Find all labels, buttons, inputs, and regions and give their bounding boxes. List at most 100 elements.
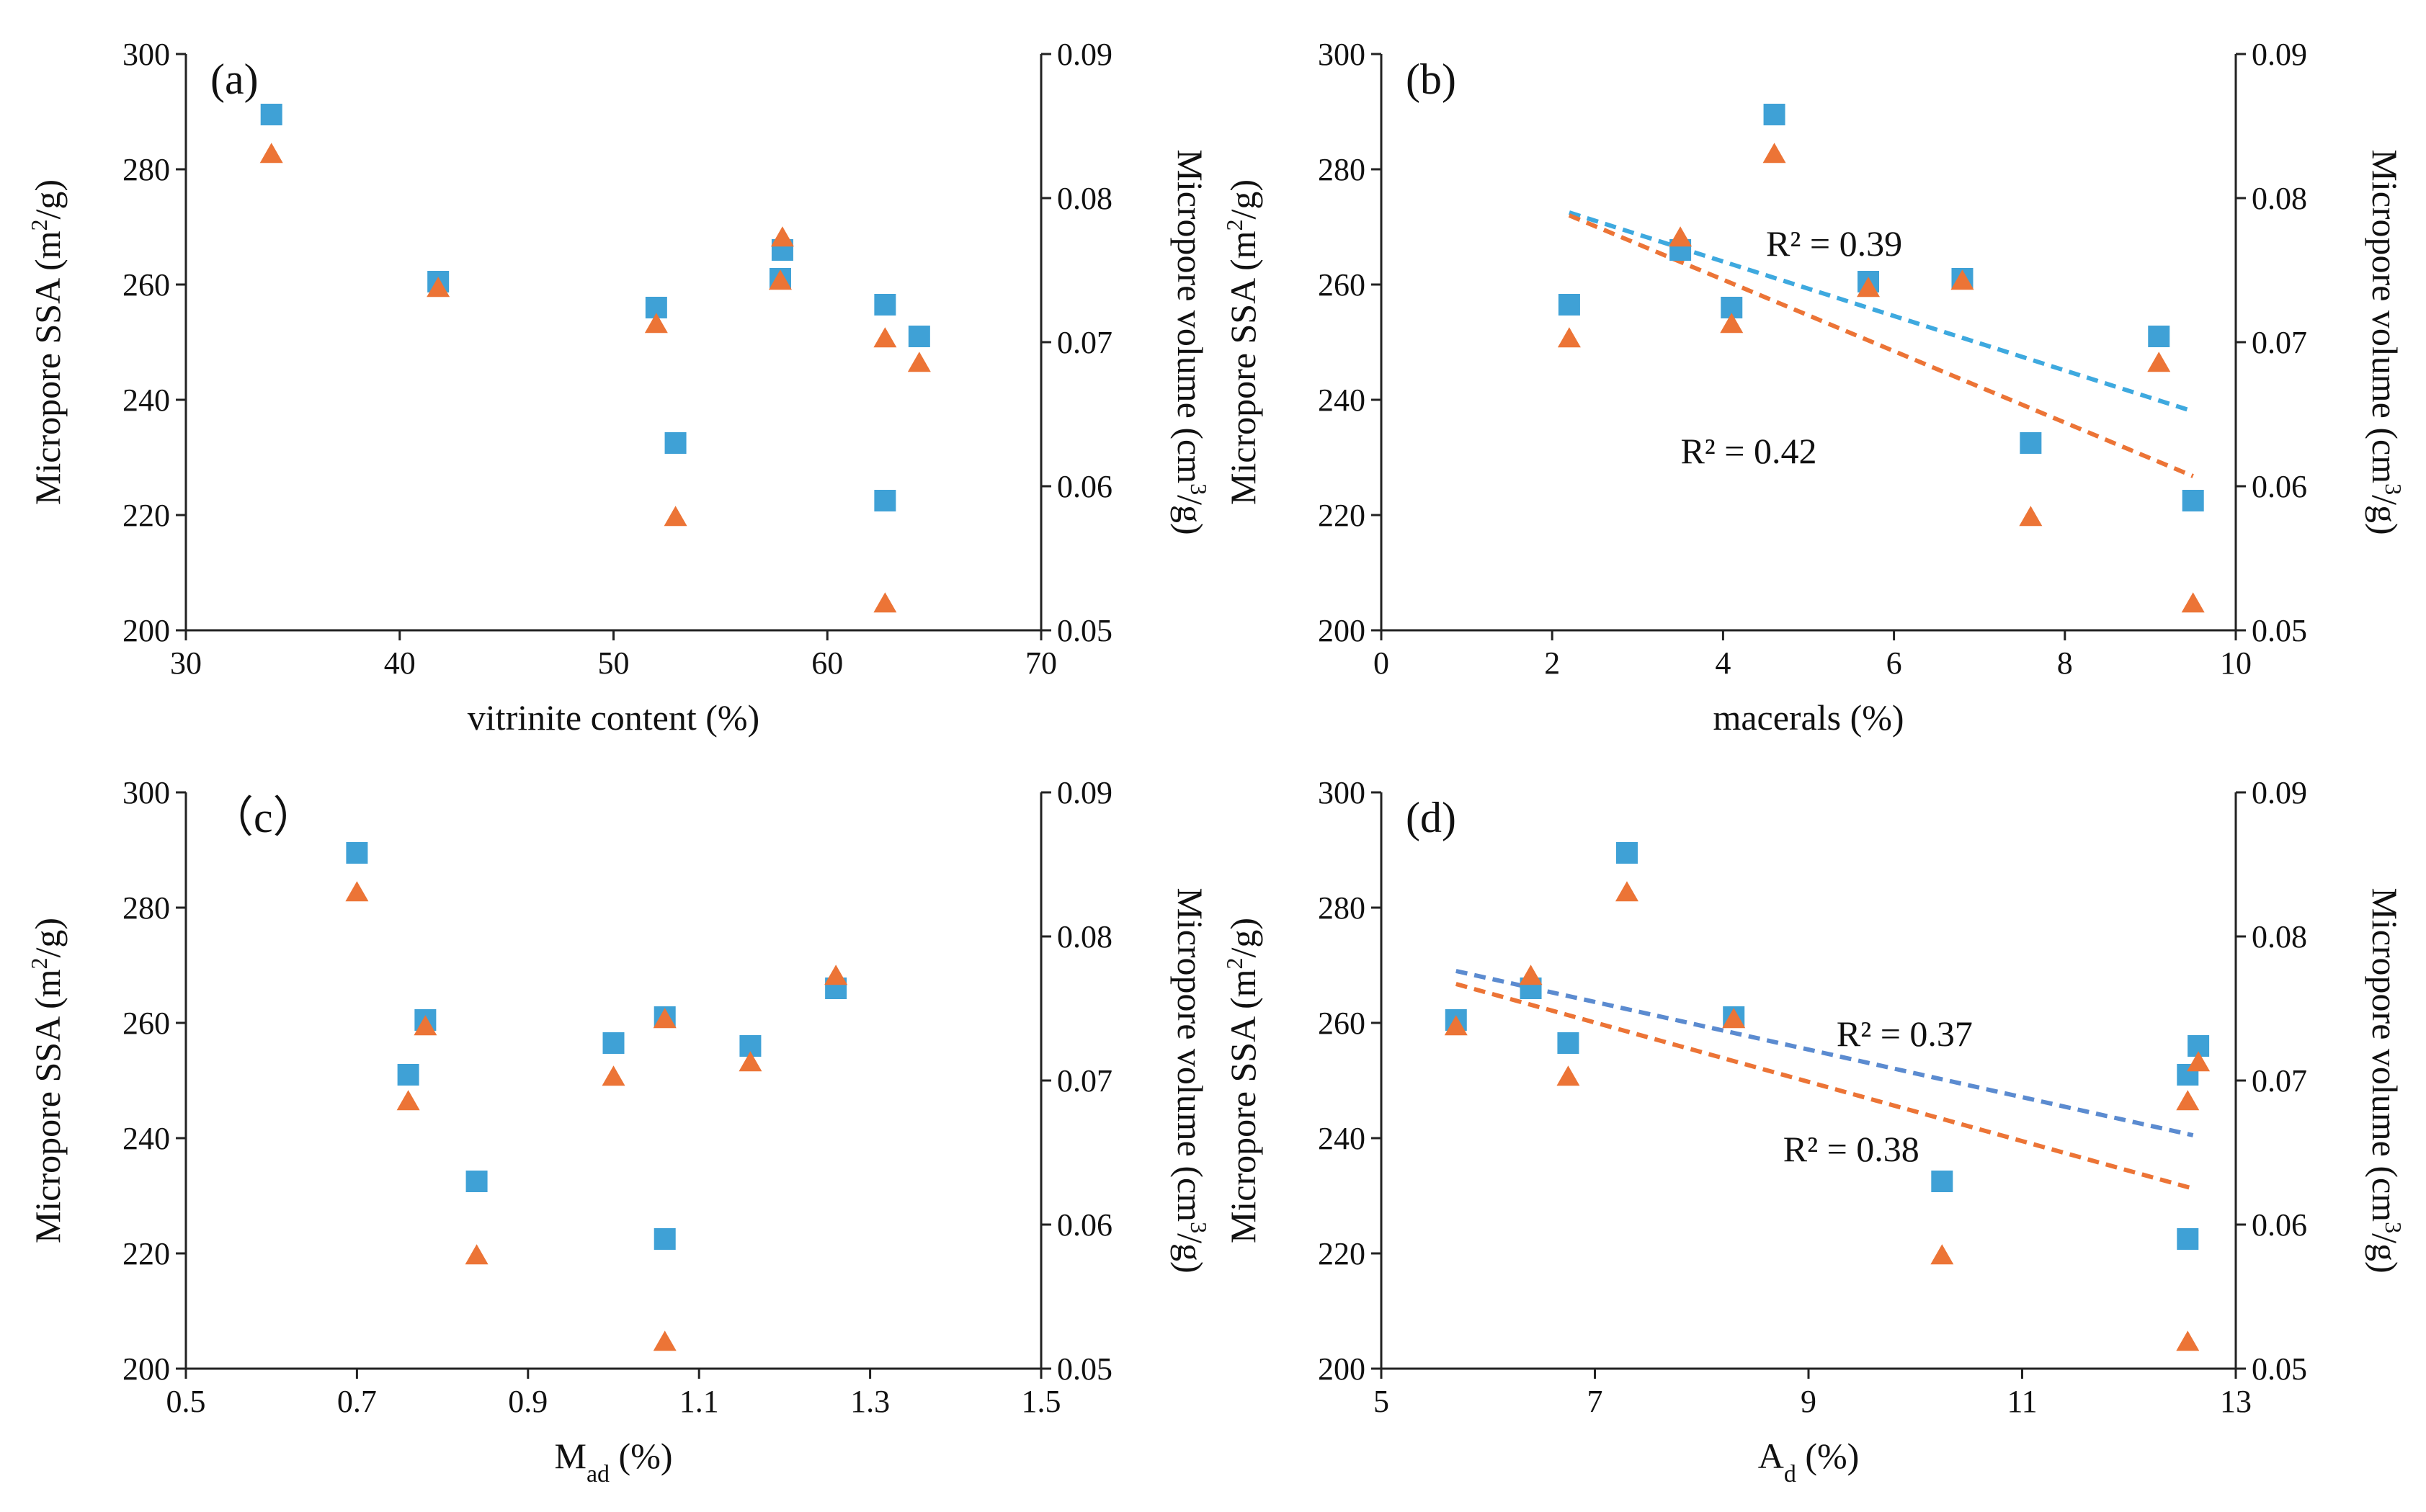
panel-label: (b) — [1406, 55, 1456, 103]
ssa-point — [1615, 842, 1638, 864]
volume-point — [427, 277, 450, 298]
y2-tick-label: 0.09 — [2252, 775, 2307, 810]
ssa-point — [874, 490, 896, 511]
panel-label: (d) — [1406, 794, 1456, 841]
ssa-point — [2148, 326, 2170, 347]
ssa-point — [397, 1064, 419, 1086]
ssa-point — [1931, 1171, 1953, 1192]
ssa-point — [664, 432, 687, 454]
ssa-point — [602, 1032, 625, 1054]
y2-tick-label: 0.07 — [2252, 1063, 2307, 1099]
x-tick-label: 5 — [1373, 1384, 1389, 1419]
volume-point — [1722, 1008, 1746, 1029]
y2-tick-label: 0.07 — [1057, 1063, 1112, 1099]
y2-tick-label: 0.09 — [1057, 775, 1112, 810]
y2-tick-label: 0.09 — [2252, 37, 2307, 72]
y-tick-label: 200 — [1318, 613, 1365, 648]
y2-axis-title: Micropore volume (cm3/g) — [1170, 149, 1212, 534]
y-axis-title: Micropore SSA (m2/g) — [26, 179, 68, 505]
y2-tick-label: 0.06 — [2252, 469, 2307, 504]
y-tick-label: 280 — [1318, 152, 1365, 187]
volume-point — [653, 1330, 677, 1351]
y-tick-label: 240 — [122, 383, 170, 418]
y-tick-label: 200 — [1318, 1351, 1365, 1387]
y-tick-label: 220 — [1318, 1236, 1365, 1271]
y-tick-label: 300 — [122, 775, 170, 810]
volume-point — [664, 506, 687, 527]
x-axis-title: vitrinite content (%) — [468, 697, 759, 738]
volume-r2-label: R² = 0.38 — [1783, 1129, 1919, 1169]
x-tick-label: 13 — [2220, 1384, 2252, 1419]
x-tick-label: 10 — [2220, 645, 2252, 681]
y-tick-label: 280 — [1318, 890, 1365, 926]
volume-point — [2176, 1090, 2200, 1111]
x-tick-label: 4 — [1715, 645, 1731, 681]
volume-point — [1519, 965, 1543, 985]
volume-point — [1556, 1065, 1580, 1086]
volume-point — [602, 1065, 625, 1086]
volume-point — [2181, 592, 2205, 613]
x-tick-label: 1.3 — [850, 1384, 890, 1419]
y-tick-label: 200 — [122, 1351, 170, 1387]
volume-point — [1669, 226, 1693, 247]
y2-tick-label: 0.06 — [1057, 469, 1112, 504]
volume-point — [1930, 1244, 1954, 1265]
x-tick-label: 50 — [598, 645, 630, 681]
y-tick-label: 220 — [1318, 498, 1365, 533]
volume-point — [873, 327, 897, 348]
y-axis-title: Micropore SSA (m2/g) — [26, 918, 68, 1243]
y-tick-label: 220 — [122, 1236, 170, 1271]
y-tick-label: 260 — [1318, 267, 1365, 303]
volume-point — [824, 965, 848, 985]
ssa-point — [2020, 432, 2042, 454]
volume-point — [644, 313, 668, 334]
ssa-point — [1763, 104, 1785, 125]
volume-point — [768, 269, 792, 290]
y2-tick-label: 0.08 — [2252, 181, 2307, 216]
volume-point — [2176, 1330, 2200, 1351]
volume-point — [1557, 327, 1581, 348]
ssa-point — [465, 1171, 488, 1192]
y2-tick-label: 0.05 — [2252, 1351, 2307, 1387]
y2-tick-label: 0.05 — [2252, 613, 2307, 648]
y-tick-label: 260 — [1318, 1006, 1365, 1041]
panel-c: 0.5 0.7 0.9 1.1 1.3 1.5 200 220 240 260 280 300 0.05… — [26, 775, 1212, 1488]
y2-tick-label: 0.07 — [2252, 325, 2307, 360]
y2-tick-label: 0.08 — [1057, 181, 1112, 216]
y-tick-label: 200 — [122, 613, 170, 648]
x-tick-label: 6 — [1886, 645, 1902, 681]
volume-point — [1615, 881, 1638, 902]
ssa-point — [260, 104, 282, 125]
x-tick-label: 70 — [1025, 645, 1057, 681]
volume-point — [907, 352, 931, 372]
volume-point — [414, 1015, 437, 1036]
x-tick-label: 0.7 — [337, 1384, 377, 1419]
x-tick-label: 1.5 — [1022, 1384, 1061, 1419]
volume-point — [1444, 1015, 1468, 1036]
volume-point — [259, 143, 283, 164]
panel-label: (a) — [210, 55, 259, 103]
x-tick-label: 1.1 — [679, 1384, 719, 1419]
ssa-r2-label: R² = 0.39 — [1766, 223, 1902, 264]
y-tick-label: 240 — [1318, 1121, 1365, 1156]
y-tick-label: 260 — [122, 1006, 170, 1041]
x-tick-label: 60 — [811, 645, 843, 681]
ssa-point — [654, 1228, 676, 1250]
y2-tick-label: 0.06 — [2252, 1207, 2307, 1243]
y-axis-title: Micropore SSA (m2/g) — [1221, 179, 1263, 505]
y2-axis-title: Micropore volume (cm3/g) — [2365, 149, 2407, 534]
y2-tick-label: 0.05 — [1057, 1351, 1112, 1387]
volume-trendline — [1455, 982, 2194, 1191]
volume-point — [396, 1090, 420, 1111]
volume-point — [2147, 352, 2171, 372]
ssa-point — [1558, 294, 1580, 316]
volume-point — [2019, 506, 2043, 527]
y-tick-label: 300 — [1318, 775, 1365, 810]
x-tick-label: 0.9 — [508, 1384, 548, 1419]
y-tick-label: 300 — [1318, 37, 1365, 72]
y-tick-label: 280 — [122, 152, 170, 187]
y-tick-label: 280 — [122, 890, 170, 926]
ssa-point — [874, 294, 896, 316]
y-tick-label: 240 — [1318, 383, 1365, 418]
